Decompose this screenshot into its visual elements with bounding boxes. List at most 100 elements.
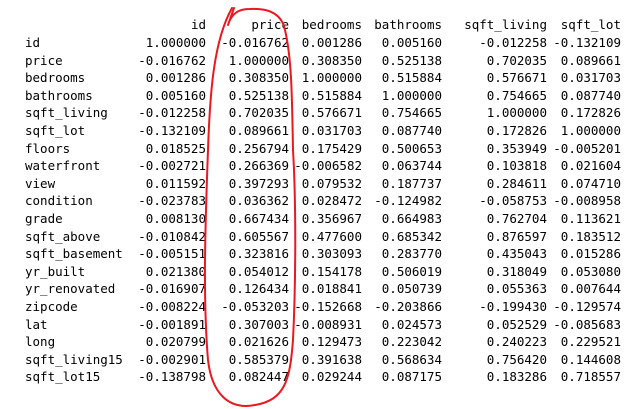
- table-cell: 1.000000: [301, 70, 362, 86]
- table-cell: 0.055363: [486, 281, 547, 297]
- table-cell: 0.172826: [486, 123, 547, 138]
- table-row: sqft_above -0.010842 0.605567 0.477600 0.685…: [0, 228, 632, 246]
- column-header: bedrooms: [301, 17, 362, 32]
- table-cell: 1.000000: [560, 123, 621, 138]
- table-row: floors 0.018525 0.256794 0.175429 0.500653 0.…: [0, 140, 632, 158]
- table-row: price -0.016762 1.000000 0.308350 0.525138 0.…: [0, 52, 632, 70]
- row-label: yr_built: [25, 263, 86, 279]
- table-cell: 0.356967: [301, 211, 362, 226]
- table-cell: 0.126434: [228, 281, 289, 297]
- table-cell: -0.010842: [138, 228, 206, 244]
- table-cell: 0.397293: [228, 175, 289, 191]
- table-cell: -0.012258: [479, 35, 547, 50]
- table-cell: 0.089661: [560, 52, 621, 68]
- table-cell: 0.007644: [560, 281, 621, 297]
- table-cell: 0.087740: [560, 87, 621, 103]
- row-label: sqft_basement: [25, 246, 123, 262]
- table-cell: 0.028472: [301, 193, 362, 209]
- table-cell: 0.021626: [228, 334, 289, 350]
- row-label: bathrooms: [25, 87, 93, 103]
- table-cell: 0.667434: [228, 211, 289, 226]
- table-cell: 0.284611: [486, 175, 547, 191]
- table-cell: 0.050739: [381, 281, 442, 297]
- table-cell: 0.008130: [145, 211, 206, 226]
- table-cell: 0.307003: [228, 316, 289, 332]
- table-cell: 0.568634: [381, 351, 442, 367]
- table-cell: 1.000000: [486, 105, 547, 121]
- table-row: condition -0.023783 0.036362 0.028472 -0.124…: [0, 192, 632, 210]
- table-cell: 1.000000: [228, 52, 289, 68]
- table-cell: 0.702035: [228, 105, 289, 121]
- table-cell: -0.016762: [221, 35, 289, 50]
- table-cell: 0.087740: [381, 123, 442, 138]
- column-header: price: [251, 17, 289, 32]
- table-cell: 0.005160: [381, 35, 442, 50]
- table-row: zipcode -0.008224 -0.053203 -0.152668 -0.203…: [0, 298, 632, 316]
- table-cell: -0.008931: [294, 316, 362, 332]
- row-label: lat: [25, 316, 48, 332]
- table-cell: 0.685342: [381, 228, 442, 244]
- table-cell: -0.203866: [374, 299, 442, 314]
- table-cell: 0.001286: [301, 35, 362, 50]
- table-cell: 0.664983: [381, 211, 442, 226]
- table-row: sqft_living15 -0.002901 0.585379 0.391638 0.…: [0, 351, 632, 369]
- table-cell: 0.183286: [486, 369, 547, 385]
- table-cell: 0.031703: [560, 70, 621, 86]
- table-cell: 0.308350: [228, 70, 289, 86]
- table-cell: 0.754665: [381, 105, 442, 121]
- table-cell: 0.172826: [560, 105, 621, 121]
- table-cell: 0.129473: [301, 334, 362, 350]
- table-cell: 0.308350: [301, 52, 362, 68]
- table-header-row: id price bedrooms bathrooms sqft_living sqft_…: [0, 16, 632, 34]
- table-cell: 0.283770: [381, 246, 442, 262]
- table-cell: 0.018841: [301, 281, 362, 297]
- table-cell: 0.187737: [381, 175, 442, 191]
- table-row: view 0.011592 0.397293 0.079532 0.187737 0.28…: [0, 175, 632, 193]
- table-cell: 0.754665: [486, 87, 547, 103]
- table-cell: -0.008224: [138, 299, 206, 314]
- table-cell: 0.391638: [301, 351, 362, 367]
- table-cell: 0.113621: [560, 211, 621, 226]
- table-cell: 0.515884: [301, 87, 362, 103]
- row-label: sqft_lot: [25, 123, 86, 138]
- table-cell: 0.001286: [145, 70, 206, 86]
- column-header: bathrooms: [374, 17, 442, 32]
- table-cell: -0.023783: [138, 193, 206, 209]
- row-label: id: [25, 35, 41, 50]
- table-cell: -0.005201: [553, 140, 621, 156]
- table-cell: 0.053080: [560, 263, 621, 279]
- table-row: id 1.000000 -0.016762 0.001286 0.005160 -0.01…: [0, 34, 632, 52]
- table-cell: 0.021604: [560, 158, 621, 174]
- table-cell: 0.029244: [301, 369, 362, 385]
- table-cell: 0.054012: [228, 263, 289, 279]
- table-cell: 0.154178: [301, 263, 362, 279]
- table-cell: 0.087175: [381, 369, 442, 385]
- row-label: sqft_living: [25, 105, 108, 121]
- table-cell: 0.015286: [560, 246, 621, 262]
- table-cell: 0.175429: [301, 140, 362, 156]
- table-cell: 0.024573: [381, 316, 442, 332]
- row-label: bedrooms: [25, 70, 86, 86]
- table-cell: 0.011592: [145, 175, 206, 191]
- table-cell: 0.036362: [228, 193, 289, 209]
- table-cell: 0.605567: [228, 228, 289, 244]
- row-label: price: [25, 52, 63, 68]
- column-header: sqft_living: [464, 17, 547, 32]
- table-cell: -0.016762: [138, 52, 206, 68]
- table-cell: 0.500653: [381, 140, 442, 156]
- table-cell: 0.063744: [381, 158, 442, 174]
- table-cell: -0.016907: [138, 281, 206, 297]
- table-cell: 0.718557: [560, 369, 621, 385]
- table-row: sqft_lot15 -0.138798 0.082447 0.029244 0.087…: [0, 368, 632, 386]
- table-cell: 0.576671: [301, 105, 362, 121]
- table-cell: 0.525138: [381, 52, 442, 68]
- row-label: floors: [25, 140, 71, 156]
- table-cell: -0.129574: [553, 299, 621, 314]
- table-cell: 0.082447: [228, 369, 289, 385]
- table-row: bathrooms 0.005160 0.525138 0.515884 1.00000…: [0, 87, 632, 105]
- table-cell: 0.585379: [228, 351, 289, 367]
- table-cell: 0.021380: [145, 263, 206, 279]
- row-label: condition: [25, 193, 93, 209]
- table-cell: -0.152668: [294, 299, 362, 314]
